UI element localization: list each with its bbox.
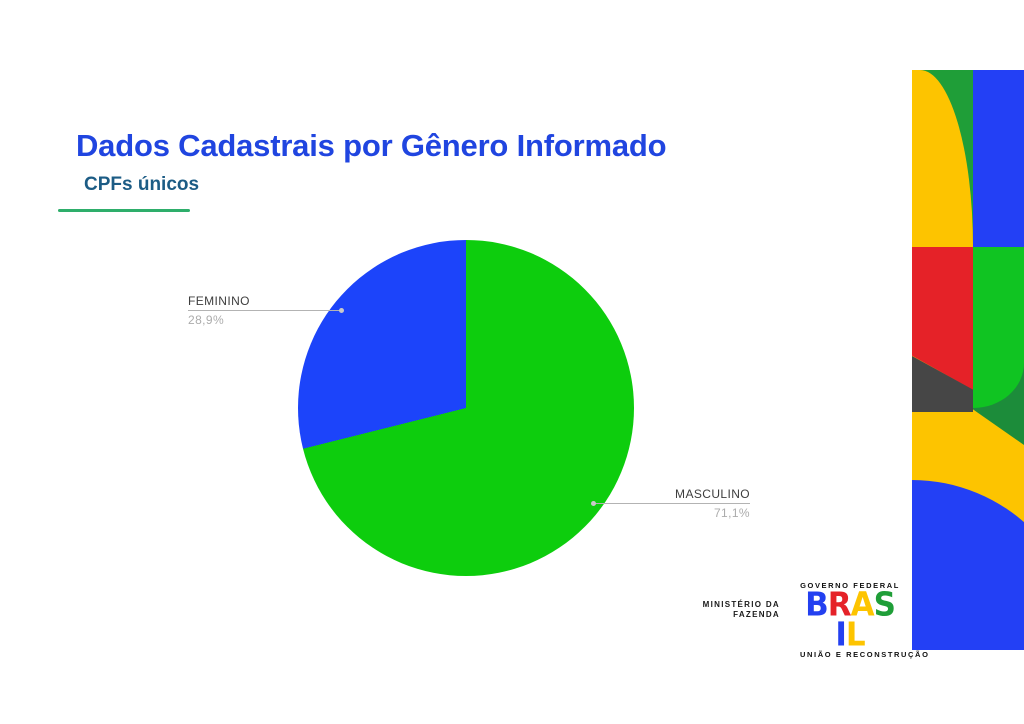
ministry-line1: MINISTÉRIO DA [702,600,780,609]
panel-blue-quarter-disc [912,480,1024,650]
callout-feminino: FEMININO 28,9% [188,294,344,327]
gov-logo-top-text: GOVERNO FEDERAL [800,581,900,590]
leader-dot-feminino [339,308,344,313]
subtitle-underline [58,209,190,212]
brand-letter: L [845,616,866,654]
ministry-line2: FAZENDA [733,610,780,619]
leader-line-feminino [188,308,344,313]
gov-logo-bottom-text: UNIÃO E RECONSTRUÇÃO [800,650,930,659]
slice-value-masculino: 71,1% [713,506,750,520]
brand-letter: R [827,586,852,624]
slice-label-masculino: MASCULINO [675,487,750,501]
brasil-wordmark: BRASIL [800,586,900,654]
slice-label-feminino: FEMININO [188,294,250,308]
leader-dot-masculino [591,501,596,506]
panel-blue-block [973,70,1024,247]
brand-letter: B [805,586,829,624]
gov-federal-logo: GOVERNO FEDERAL BRASIL UNIÃO E RECONSTRU… [800,581,930,659]
brand-letter: I [835,616,847,654]
slice-value-feminino: 28,9% [188,313,225,327]
decorative-side-panel [912,70,1024,650]
callout-masculino: MASCULINO 71,1% [591,487,750,520]
pie-chart [298,240,634,576]
page-title: Dados Cadastrais por Gênero Informado [76,128,667,163]
brand-letter: A [850,586,875,624]
leader-line-masculino [591,501,750,506]
brand-letter: S [873,586,896,624]
panel-bright-green-block [973,247,1024,408]
page-subtitle: CPFs únicos [84,174,200,195]
ministry-signature: MINISTÉRIO DA FAZENDA [660,600,780,620]
